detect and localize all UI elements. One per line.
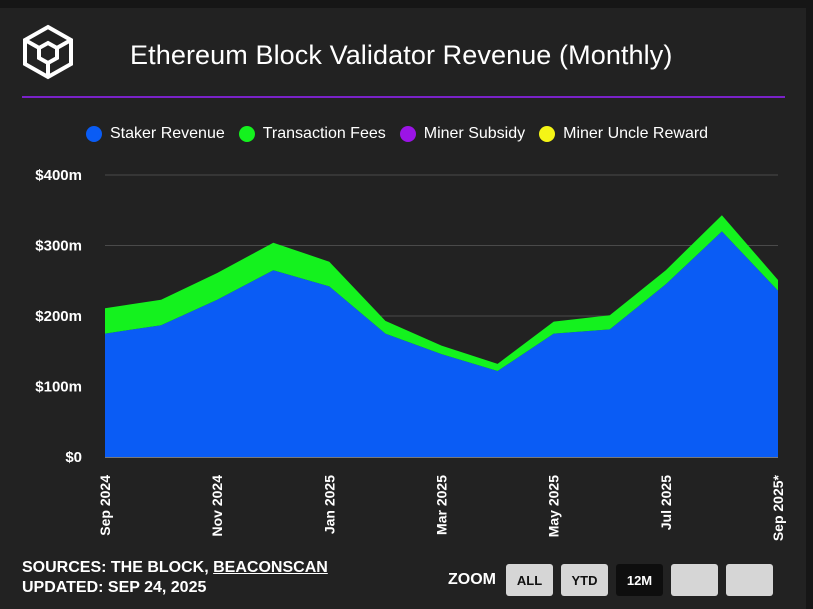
x-tick-label: Jan 2025 — [321, 475, 337, 534]
x-tick-label: Mar 2025 — [434, 475, 450, 535]
chart-title: Ethereum Block Validator Revenue (Monthl… — [130, 40, 673, 70]
legend-swatch — [399, 126, 416, 142]
zoom-controls: ZOOM ALL YTD 12M — [448, 563, 773, 597]
legend-label: Transaction Fees — [262, 125, 386, 142]
y-tick-label: $0 — [65, 449, 82, 466]
legend-item-staker-revenue[interactable]: Staker Revenue — [86, 125, 225, 143]
updated-date: UPDATED: SEP 24, 2025 — [22, 579, 207, 596]
y-tick-label: $400m — [35, 167, 82, 184]
series-areas — [105, 215, 778, 457]
zoom-all-button[interactable]: ALL — [506, 564, 553, 596]
sources-line: SOURCES: THE BLOCK, BEACONSCAN — [22, 558, 328, 578]
zoom-label: ZOOM — [448, 571, 496, 588]
zoom-ytd-button[interactable]: YTD — [561, 564, 608, 596]
legend-label: Miner Subsidy — [423, 125, 526, 142]
legend-item-miner-uncle-reward[interactable]: Miner Uncle Reward — [539, 125, 708, 143]
x-tick-label: Sep 2025* — [770, 474, 786, 541]
y-tick-label: $200m — [35, 308, 82, 325]
x-tick-label: May 2025 — [546, 475, 562, 537]
sources-prefix: SOURCES: THE BLOCK, — [22, 559, 214, 576]
area-staker-revenue[interactable] — [105, 231, 778, 457]
zoom-blank-button-2[interactable] — [726, 564, 773, 596]
zoom-12m-button[interactable]: 12M — [616, 564, 663, 596]
y-tick-label: $100m — [35, 379, 82, 396]
title-divider — [22, 96, 785, 98]
x-tick-label: Sep 2024 — [97, 475, 113, 536]
legend-label: Staker Revenue — [110, 125, 225, 142]
legend: Staker Revenue Transaction Fees Miner Su… — [86, 122, 708, 146]
legend-item-transaction-fees[interactable]: Transaction Fees — [238, 125, 386, 143]
x-tick-label: Jul 2025 — [658, 475, 674, 530]
sources-note: SOURCES: THE BLOCK, BEACONSCAN UPDATED: … — [22, 558, 328, 598]
zoom-blank-button-1[interactable] — [671, 564, 718, 596]
legend-swatch — [86, 126, 102, 142]
area-transaction-fees[interactable] — [105, 215, 778, 371]
the-block-logo-icon — [23, 24, 73, 80]
x-tick-label: Nov 2024 — [209, 475, 225, 537]
beaconscan-link[interactable]: BEACONSCAN — [213, 559, 328, 576]
axes: $0 $100m $200m $300m $400m Sep 2024 Nov 2024 Ja… — [35, 167, 786, 541]
legend-swatch — [539, 126, 556, 142]
legend-item-miner-subsidy[interactable]: Miner Subsidy — [399, 125, 526, 143]
legend-swatch — [238, 126, 255, 142]
legend-label: Miner Uncle Reward — [563, 125, 709, 142]
y-tick-label: $300m — [35, 238, 82, 255]
